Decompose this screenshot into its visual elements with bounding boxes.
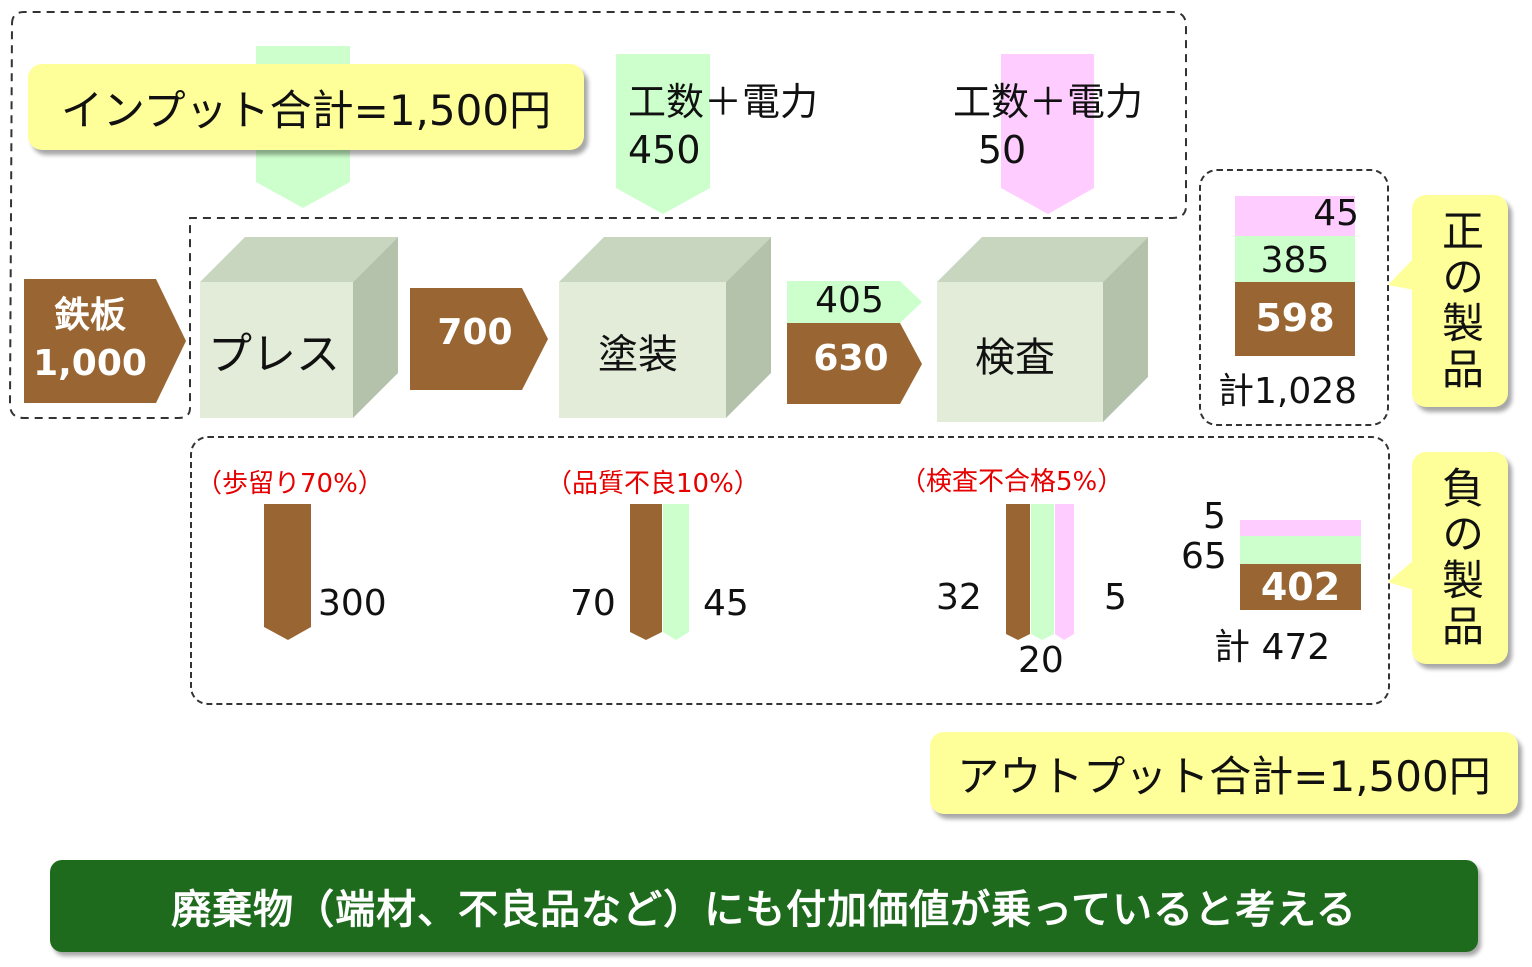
good-total: 計1,028 xyxy=(1218,371,1358,412)
inspect-cube xyxy=(937,237,1148,422)
press-loss-value: 300 xyxy=(318,583,387,624)
bad-brown-value: 402 xyxy=(1260,565,1341,609)
inspect-cost-label: 工数＋電力 50 xyxy=(952,80,1143,172)
good-product-region xyxy=(1199,169,1389,426)
paint-label: 塗装 xyxy=(598,332,678,378)
good-brown-value: 598 xyxy=(1255,296,1335,340)
bad-brown-block xyxy=(1240,564,1361,610)
bad-green-block xyxy=(1240,536,1361,564)
bad-pink-block xyxy=(1240,520,1361,536)
output-total-box: アウトプット合計=1,500円 xyxy=(930,732,1518,814)
paint-loss-brown-value: 70 xyxy=(570,583,616,624)
paint-cost-label: 工数＋電力 450 xyxy=(628,80,819,172)
good-pink-block xyxy=(1235,196,1355,236)
iron-label: 鉄板 1,000 xyxy=(33,295,147,384)
good-pink-value: 45 xyxy=(1313,193,1359,234)
good-green-block xyxy=(1235,236,1355,282)
flow-700-label: 700 xyxy=(437,312,513,353)
paint-loss-green-value: 45 xyxy=(703,583,749,624)
inspect-label: 検査 xyxy=(975,335,1055,381)
flow-405-arrow xyxy=(787,281,922,323)
conclusion-text: 廃棄物（端材、不良品など）にも付加価値が乗っていると考える xyxy=(171,887,1357,933)
paint-cube xyxy=(559,237,771,418)
input-total-label: インプット合計=1,500円 xyxy=(60,85,552,135)
paint-loss-green xyxy=(663,504,689,640)
conclusion-banner: 廃棄物（端材、不良品など）にも付加価値が乗っていると考える xyxy=(50,860,1478,952)
bad-callout-tail xyxy=(1388,560,1414,590)
inspect-loss-green xyxy=(1031,504,1054,640)
inspect-loss-note: （検査不合格5%） xyxy=(900,467,1124,497)
flow-700-arrow xyxy=(410,288,548,390)
input-total-box: インプット合計=1,500円 xyxy=(28,64,584,150)
press-loss-arrow xyxy=(264,504,311,640)
inspect-loss-brown xyxy=(1006,504,1030,640)
flow-630-arrow xyxy=(787,323,922,404)
bad-product-region xyxy=(190,436,1390,705)
inspect-loss-brown-value: 32 xyxy=(936,577,982,618)
good-green-value: 385 xyxy=(1260,240,1330,281)
good-product-label: 正の製品 xyxy=(1412,195,1508,407)
bad-product-label: 負の製品 xyxy=(1412,452,1508,664)
iron-arrow xyxy=(24,279,186,403)
paint-loss-brown xyxy=(630,504,662,640)
output-total-label: アウトプット合計=1,500円 xyxy=(957,751,1491,801)
press-loss-note: （歩留り70%） xyxy=(196,469,384,499)
inspect-loss-pink-value: 5 xyxy=(1104,577,1127,618)
inspect-loss-pink xyxy=(1055,504,1074,640)
good-brown-block xyxy=(1235,282,1355,356)
inspect-cost-arrow xyxy=(1001,54,1094,214)
press-cube xyxy=(200,237,398,418)
paint-cost-arrow xyxy=(616,54,710,214)
bad-pink-value: 5 xyxy=(1203,496,1226,537)
press-label: プレス xyxy=(208,329,340,380)
good-callout-tail xyxy=(1388,258,1414,290)
flow-405-label: 405 xyxy=(815,280,884,321)
inspect-loss-green-value: 20 xyxy=(1018,640,1064,681)
bad-total: 計 472 xyxy=(1214,627,1331,668)
flow-630-label: 630 xyxy=(813,338,889,379)
bad-green-value: 65 xyxy=(1181,536,1227,577)
paint-loss-note: （品質不良10%） xyxy=(546,469,760,499)
